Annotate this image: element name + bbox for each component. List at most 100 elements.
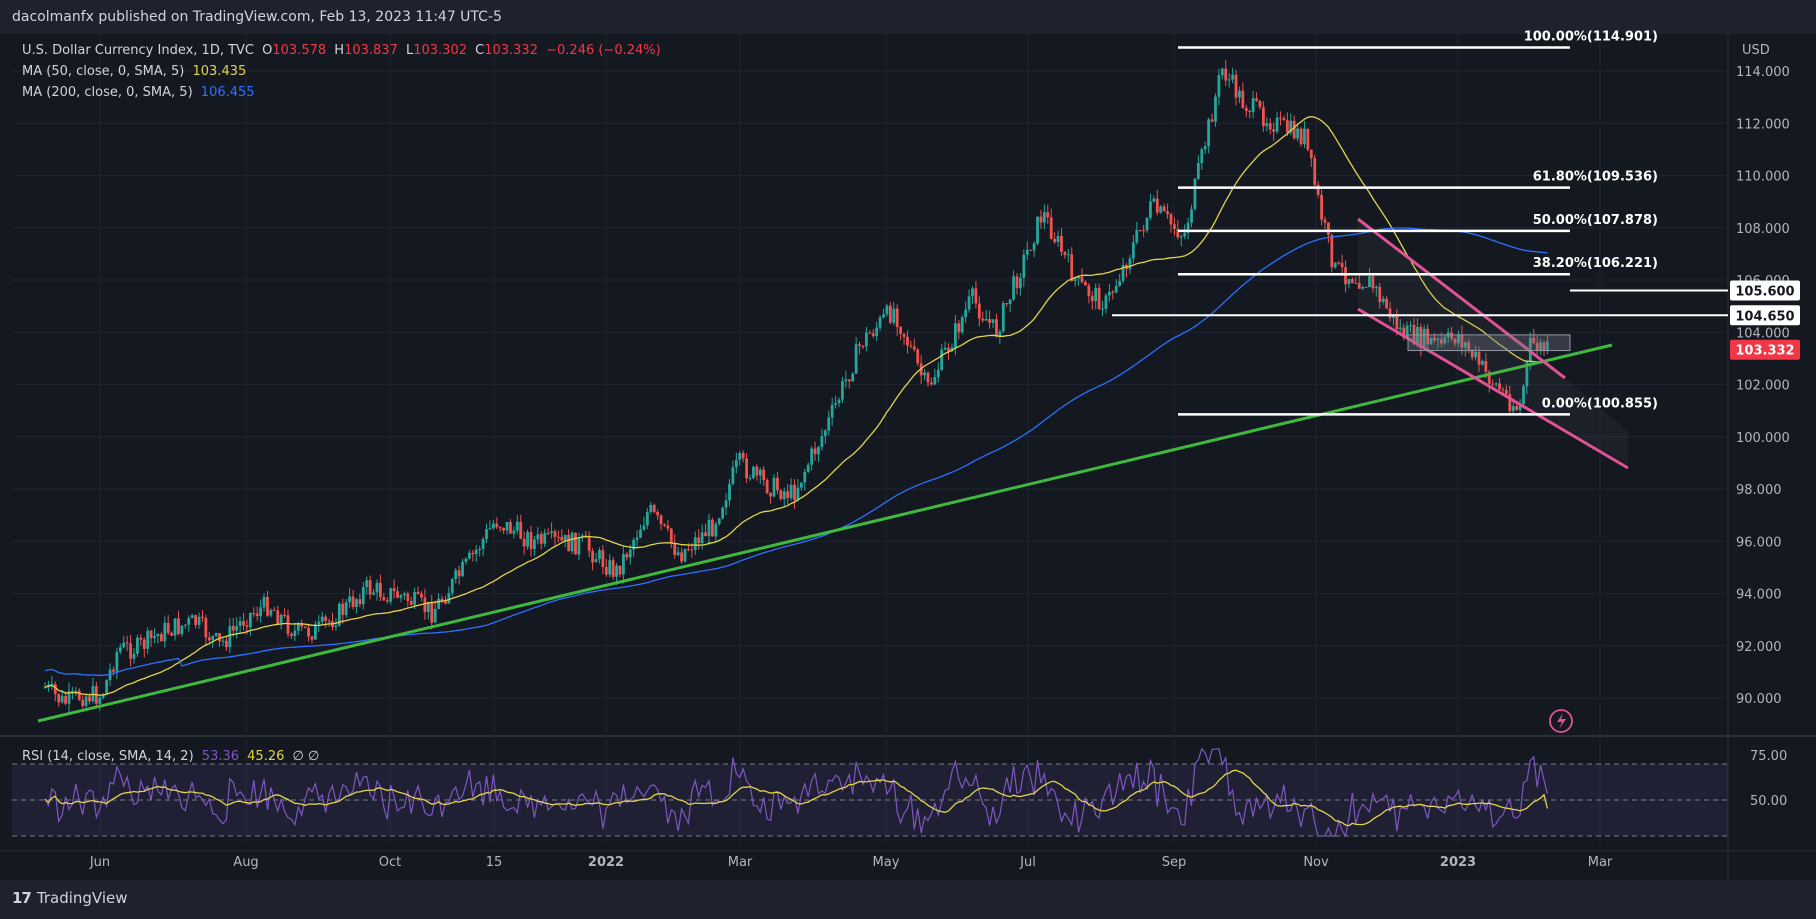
- candle-body: [1501, 389, 1505, 391]
- candle-body: [608, 560, 612, 575]
- y-tick-label: 94.000: [1736, 588, 1782, 603]
- candle-body: [238, 621, 242, 626]
- candle-body: [587, 537, 591, 551]
- candle-body: [659, 515, 663, 525]
- candle-body: [700, 532, 704, 544]
- candle-body: [248, 613, 252, 627]
- candle-body: [1433, 337, 1436, 341]
- candle-body: [447, 593, 451, 604]
- candle-body: [974, 288, 978, 304]
- candle-body: [1186, 222, 1190, 233]
- candle-body: [444, 601, 447, 604]
- candle-body: [163, 622, 167, 642]
- candle-body: [960, 317, 964, 333]
- candle-body: [225, 640, 228, 648]
- candle-body: [1049, 217, 1053, 239]
- rsi-line: [44, 747, 1548, 838]
- rsi-label: RSI (14, close, SMA, 14, 2): [22, 749, 194, 764]
- candle-body: [1323, 219, 1327, 223]
- candle-body: [687, 549, 690, 551]
- candle-body: [173, 618, 177, 636]
- candle-body: [820, 436, 824, 448]
- candle-body: [221, 640, 225, 642]
- candle-body: [190, 615, 194, 619]
- legend-o-label: O: [262, 43, 273, 58]
- candle-body: [1481, 360, 1484, 365]
- candle-body: [1073, 278, 1077, 282]
- candle-body: [1053, 238, 1057, 243]
- candle-body: [1183, 232, 1187, 237]
- ma200-value: 106.455: [200, 85, 255, 100]
- candle-body: [64, 695, 67, 704]
- candle-body: [1118, 280, 1122, 286]
- price-chart[interactable]: 114.000112.000110.000108.000106.000104.0…: [0, 0, 1816, 880]
- candle-body: [1467, 342, 1471, 350]
- candle-body: [806, 464, 810, 472]
- candle-body: [645, 511, 649, 526]
- candle-body: [122, 642, 126, 648]
- candle-body: [1200, 149, 1204, 164]
- candle-body: [553, 531, 557, 537]
- candle-body: [1395, 314, 1399, 330]
- candle-body: [515, 521, 519, 531]
- candle-body: [177, 618, 180, 634]
- candle-body: [591, 550, 595, 563]
- candle-body: [899, 327, 903, 334]
- candle-body: [1361, 287, 1365, 289]
- candle-body: [560, 536, 564, 541]
- price-tag: [1730, 339, 1800, 360]
- candle-body: [505, 521, 509, 531]
- candle-body: [622, 554, 625, 575]
- y-tick-label: 90.000: [1736, 692, 1782, 707]
- candle-body: [837, 399, 841, 404]
- candle-body: [745, 458, 749, 479]
- candle-body: [738, 452, 742, 460]
- price-tag: [1730, 280, 1800, 301]
- candle-body: [1001, 303, 1005, 332]
- candle-body: [101, 694, 105, 698]
- rsi-tick-label: 50.00: [1750, 794, 1787, 809]
- candle-body: [940, 349, 944, 370]
- tradingview-logo[interactable]: 17 TradingView: [12, 889, 128, 907]
- candle-body: [953, 323, 957, 348]
- candle-body: [1484, 360, 1488, 372]
- candle-body: [303, 626, 307, 628]
- candle-body: [1107, 291, 1111, 296]
- range-box: [1407, 334, 1571, 352]
- candle-body: [440, 598, 444, 602]
- candle-body: [1515, 406, 1519, 411]
- candle-body: [1327, 222, 1330, 235]
- candle-body: [796, 487, 800, 501]
- candle-body: [930, 382, 933, 385]
- candle-body: [1378, 286, 1382, 303]
- candle-body: [1504, 389, 1508, 395]
- candle-body: [242, 621, 245, 626]
- candle-body: [1149, 201, 1152, 218]
- candle-body: [871, 333, 875, 337]
- candle-body: [194, 615, 198, 626]
- candle-body: [382, 597, 386, 601]
- candle-body: [789, 484, 793, 499]
- candle-body: [1042, 212, 1046, 223]
- candle-body: [108, 669, 112, 681]
- candle-body: [550, 531, 553, 534]
- candle-body: [536, 534, 540, 540]
- candle-body: [1159, 206, 1163, 213]
- candle-body: [1114, 285, 1118, 293]
- candle-body: [1474, 351, 1477, 358]
- candle-body: [823, 430, 827, 437]
- candle-body: [1244, 107, 1248, 112]
- candle-body: [1316, 184, 1320, 195]
- candle-body: [984, 318, 988, 321]
- candle-body: [1097, 287, 1101, 310]
- candle-body: [1224, 68, 1228, 81]
- candle-body: [1241, 90, 1245, 108]
- x-tick-label: 2022: [588, 855, 624, 870]
- currency-label: USD: [1742, 43, 1770, 58]
- candle-body: [74, 690, 78, 692]
- candle-body: [1374, 286, 1378, 289]
- candle-body: [1248, 111, 1252, 113]
- candle-body: [1220, 68, 1224, 76]
- candle-body: [1025, 249, 1029, 255]
- candle-body: [1528, 337, 1532, 362]
